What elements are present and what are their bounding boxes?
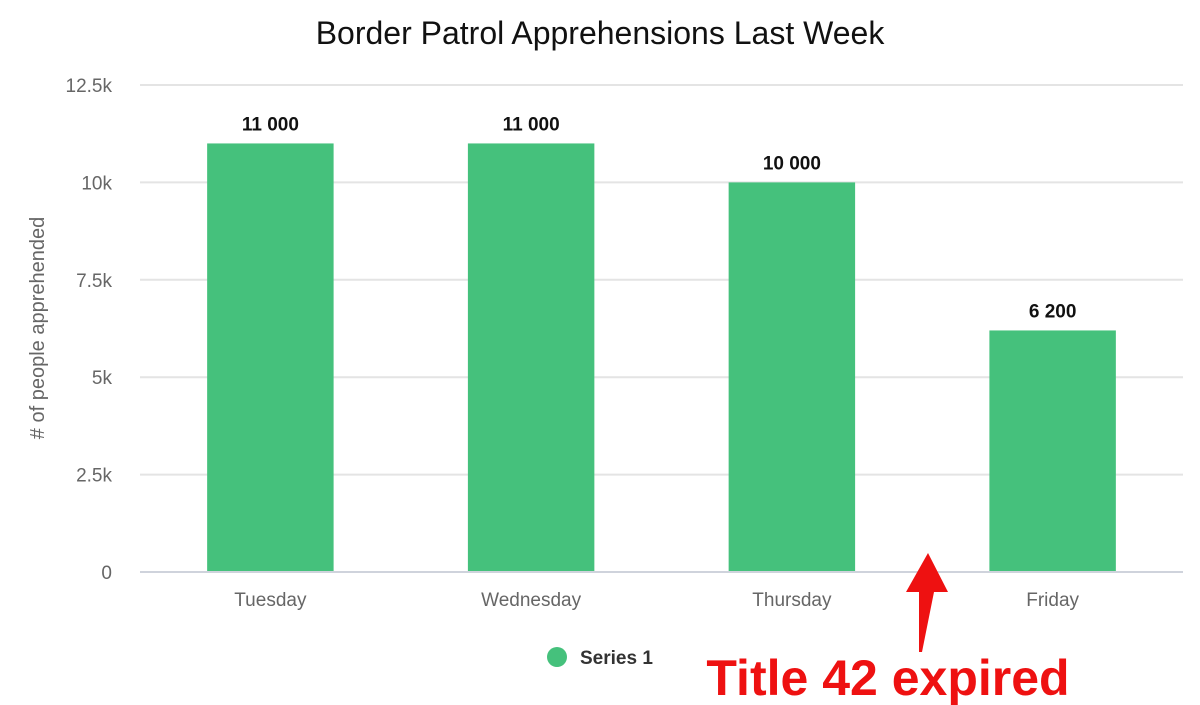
x-tick-label: Thursday — [752, 590, 832, 611]
bars — [207, 143, 1116, 572]
bar-wednesday — [467, 143, 595, 572]
data-label: 10 000 — [763, 153, 821, 174]
data-label: 6 200 — [1029, 301, 1077, 322]
y-axis-ticks: 0 2.5k 5k 7.5k 10k 12.5k — [66, 76, 113, 584]
x-tick-label: Tuesday — [234, 590, 307, 611]
bar-thursday — [728, 182, 856, 572]
y-tick-label: 0 — [101, 563, 112, 584]
data-labels: 11 000 11 000 10 000 6 200 — [242, 114, 1077, 322]
x-axis-ticks: Tuesday Wednesday Thursday Friday — [234, 590, 1079, 611]
annotation-text: Title 42 expired — [706, 650, 1069, 705]
y-tick-label: 5k — [92, 368, 113, 389]
legend: Series 1 — [547, 647, 653, 669]
annotation-arrow-icon — [906, 553, 948, 652]
y-tick-label: 2.5k — [76, 466, 112, 487]
data-label: 11 000 — [242, 114, 299, 135]
bar-tuesday — [207, 143, 334, 572]
legend-label: Series 1 — [580, 648, 653, 669]
y-tick-label: 7.5k — [76, 271, 112, 292]
y-tick-label: 10k — [81, 173, 112, 194]
data-label: 11 000 — [503, 114, 560, 135]
x-tick-label: Wednesday — [481, 590, 581, 611]
chart-title: Border Patrol Apprehensions Last Week — [316, 15, 886, 51]
legend-marker — [547, 647, 567, 667]
y-axis-label: # of people apprehended — [27, 217, 49, 439]
annotation: Title 42 expired — [706, 553, 1070, 705]
x-tick-label: Friday — [1026, 590, 1079, 611]
y-tick-label: 12.5k — [66, 76, 113, 97]
bar-friday — [989, 330, 1116, 572]
